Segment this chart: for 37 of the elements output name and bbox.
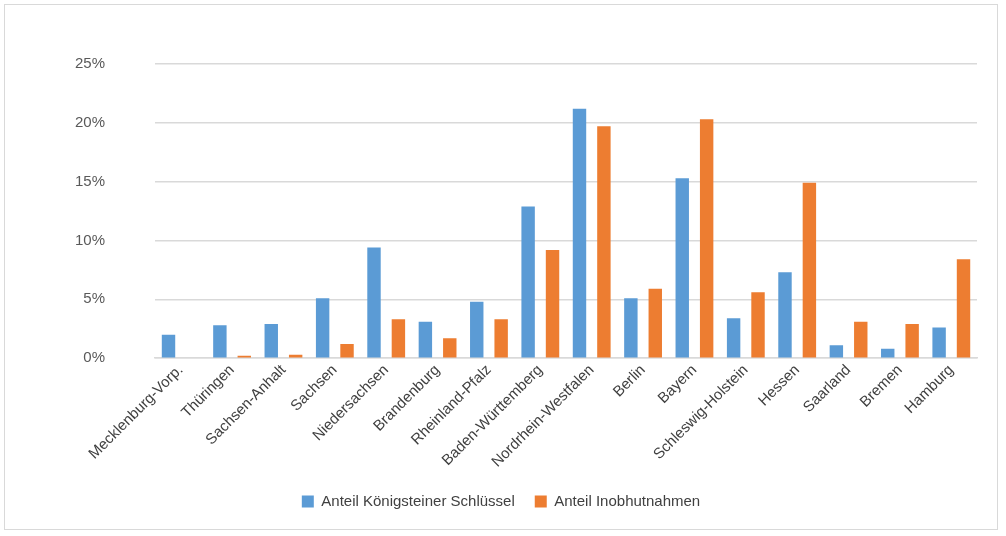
bar: [545, 249, 560, 358]
bar: [699, 119, 714, 358]
bar: [829, 345, 844, 358]
bar: [624, 298, 638, 358]
bar: [443, 338, 457, 358]
bar: [572, 108, 587, 358]
bar: [932, 327, 946, 358]
bar: [648, 288, 662, 358]
bar: [494, 319, 508, 358]
bar: [521, 206, 535, 358]
legend-label: Anteil Inobhutnahmen: [554, 491, 701, 509]
y-tick-label: 0%: [83, 348, 106, 366]
bar: [751, 292, 765, 358]
bar: [367, 247, 381, 358]
bar: [905, 324, 919, 358]
bar: [161, 334, 176, 358]
bar: [315, 298, 330, 358]
bar: [956, 259, 971, 358]
bar: [418, 321, 433, 358]
bar: [597, 126, 611, 358]
y-tick-label: 5%: [83, 289, 106, 307]
bar: [802, 182, 817, 358]
bar: [726, 318, 741, 358]
legend-label: Anteil Königsteiner Schlüssel: [321, 491, 515, 509]
bar: [675, 178, 689, 358]
bar: [470, 301, 484, 358]
bar: [213, 325, 227, 358]
bar: [391, 319, 406, 358]
y-tick-label: 15%: [74, 171, 106, 189]
bar: [264, 324, 278, 358]
bar: [778, 272, 792, 358]
bar: [340, 344, 354, 358]
y-tick-label: 25%: [74, 54, 106, 72]
bar: [854, 321, 868, 358]
y-tick-label: 10%: [74, 230, 106, 248]
y-tick-label: 20%: [74, 112, 106, 130]
bar: [881, 348, 895, 358]
